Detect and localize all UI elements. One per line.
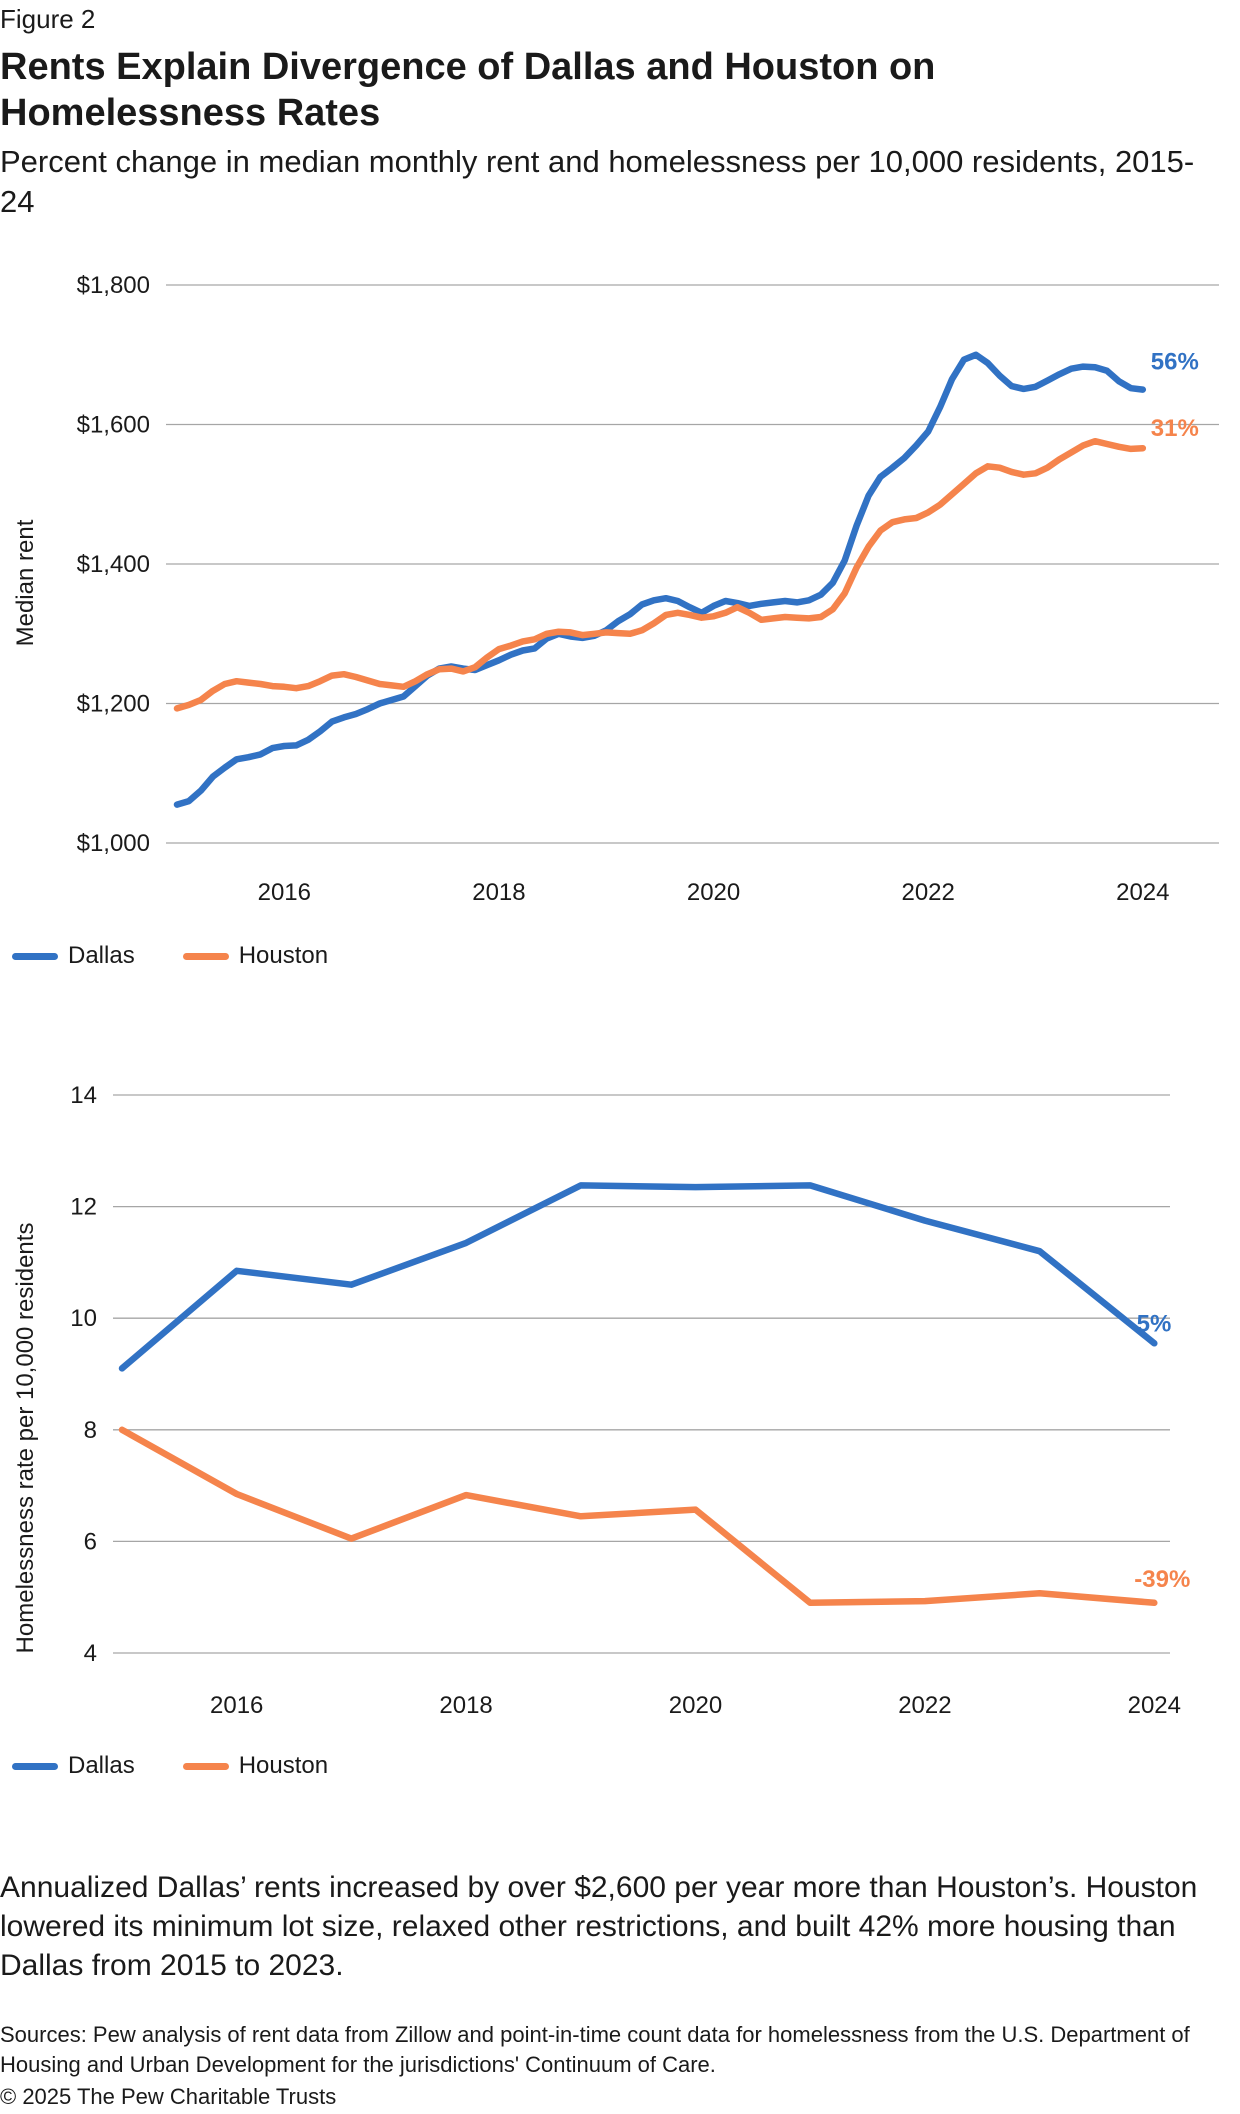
homelessness-end-labels: 5% -39% [1134, 1310, 1190, 1592]
end-label-houston: -39% [1134, 1566, 1190, 1593]
end-label-houston: 31% [1151, 415, 1199, 442]
chart-title: Rents Explain Divergence of Dallas and H… [0, 46, 936, 134]
x-tick-label: 2018 [439, 1692, 492, 1719]
rent-line-chart: $1,000$1,200$1,400$1,600$1,800 2016 2018 2… [12, 272, 1219, 906]
y-tick-label: 6 [84, 1528, 97, 1555]
x-tick-label: 2016 [210, 1692, 263, 1719]
legend-swatch-houston [182, 952, 229, 960]
x-tick-label: 2020 [687, 879, 740, 906]
rent-y-tick-labels: $1,000 $1,200 $1,400 $1,600 $1,800 [77, 272, 150, 857]
legend-swatch-houston [182, 1762, 229, 1770]
copyright: © 2025 The Pew Charitable Trusts [0, 2084, 337, 2109]
legend-item-dallas: Dallas [0, 942, 135, 970]
homelessness-series-lines [118, 1182, 1158, 1607]
legend-label-houston: Houston [238, 1752, 329, 1779]
series-line-houston [173, 437, 1147, 712]
legend-swatch-dallas [12, 1762, 58, 1770]
y-tick-label: $1,600 [77, 412, 150, 439]
chart-subtitle: Percent change in median monthly rent an… [0, 144, 1195, 219]
y-tick-label: 10 [70, 1305, 97, 1332]
legend-item-dallas: Dallas [0, 1752, 135, 1780]
legend-swatch-dallas [12, 952, 58, 960]
y-tick-label: $1,400 [77, 551, 150, 578]
series-line-houston [118, 1426, 1158, 1607]
series-line-dallas [173, 351, 1147, 808]
homelessness-y-tick-labels: 4 6 8 10 12 14 [70, 1082, 97, 1667]
y-tick-label: $1,800 [77, 272, 150, 299]
rent-end-labels: 56% 31% [1151, 349, 1199, 443]
y-tick-label: $1,000 [77, 830, 150, 857]
rent-series-lines [173, 351, 1147, 808]
x-tick-label: 2016 [258, 879, 311, 906]
y-tick-label: 4 [84, 1640, 97, 1667]
homelessness-gridlines [113, 1094, 1170, 1654]
homelessness-line-chart: 4 6 8 10 12 14 2016 2018 2020 2022 2024 Homelessn… [12, 1082, 1190, 1719]
x-tick-label: 2024 [1116, 879, 1169, 906]
chart-note: Annualized Dallas’ rents increased by ov… [0, 1871, 1198, 1982]
sources-note: Sources: Pew analysis of rent data from … [0, 2022, 1190, 2077]
end-label-dallas: 5% [1137, 1310, 1172, 1337]
homelessness-y-axis-title: Homelessness rate per 10,000 residents [12, 1223, 39, 1654]
figure-label: Figure 2 [0, 4, 96, 34]
rent-y-axis-title: Median rent [12, 519, 39, 646]
legend-item-houston: Houston [169, 1752, 328, 1780]
y-tick-label: 14 [70, 1082, 97, 1109]
x-tick-label: 2018 [472, 879, 525, 906]
series-line-dallas [118, 1182, 1158, 1372]
x-tick-label: 2022 [901, 879, 954, 906]
y-tick-label: $1,200 [77, 691, 150, 718]
legend-label-dallas: Dallas [68, 1752, 135, 1779]
end-label-dallas: 56% [1151, 349, 1199, 376]
x-tick-label: 2022 [898, 1692, 951, 1719]
y-tick-label: 12 [70, 1194, 97, 1221]
rent-gridlines [166, 284, 1219, 844]
legend-label-houston: Houston [238, 942, 329, 969]
x-tick-label: 2020 [669, 1692, 722, 1719]
x-tick-label: 2024 [1128, 1692, 1181, 1719]
legend-item-houston: Houston [169, 942, 328, 970]
rent-legend: Dallas Houston [0, 942, 362, 970]
y-tick-label: 8 [84, 1417, 97, 1444]
homelessness-legend: Dallas Houston [0, 1752, 362, 1780]
legend-label-dallas: Dallas [68, 942, 135, 969]
homelessness-x-tick-labels: 2016 2018 2020 2022 2024 [210, 1692, 1181, 1719]
rent-x-tick-labels: 2016 2018 2020 2022 2024 [258, 879, 1170, 906]
